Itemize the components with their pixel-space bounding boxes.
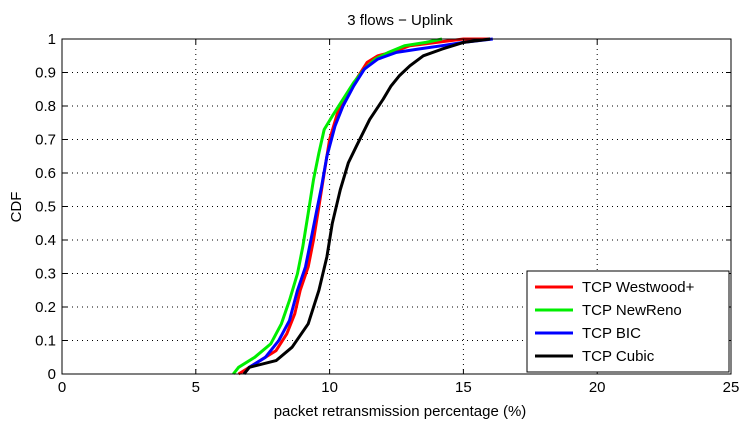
legend-label: TCP Cubic (582, 348, 655, 365)
x-axis-label: packet retransmission percentage (%) (274, 403, 527, 420)
chart-title: 3 flows − Uplink (347, 12, 453, 29)
legend-label: TCP BIC (582, 325, 641, 342)
x-tick-label: 15 (455, 379, 472, 396)
series-line-tcp-bic (242, 37, 493, 375)
y-tick-label: 0.1 (35, 333, 56, 350)
y-tick-label: 0.5 (35, 199, 56, 216)
x-tick-label: 25 (723, 379, 740, 396)
y-tick-label: 0.2 (35, 299, 56, 316)
x-tick-label: 10 (321, 379, 338, 396)
y-tick-label: 0 (48, 366, 56, 383)
y-tick-label: 0.8 (35, 98, 56, 115)
y-tick-label: 0.7 (35, 132, 56, 149)
y-tick-label: 0.9 (35, 65, 56, 82)
y-tick-label: 0.4 (35, 232, 56, 249)
legend: TCP Westwood+ TCP NewReno TCP BIC TCP Cubic (526, 270, 730, 373)
axis-ticks: 0 5 10 15 20 25 0 0.1 0.2 0.3 0.4 0.5 0.6 0.7 0.8 0.9 1 (35, 31, 739, 396)
series-line-tcp-cubic (242, 37, 491, 375)
y-tick-label: 0.3 (35, 266, 56, 283)
legend-label: TCP NewReno (582, 302, 682, 319)
y-tick-label: 1 (48, 31, 56, 48)
x-tick-label: 20 (589, 379, 606, 396)
y-axis-label: CDF (8, 192, 25, 223)
y-tick-label: 0.6 (35, 165, 56, 182)
series-lines (232, 37, 493, 376)
x-tick-label: 5 (192, 379, 200, 396)
legend-label: TCP Westwood+ (582, 279, 695, 296)
x-tick-label: 0 (58, 379, 66, 396)
series-line-tcp-newreno (232, 37, 443, 375)
